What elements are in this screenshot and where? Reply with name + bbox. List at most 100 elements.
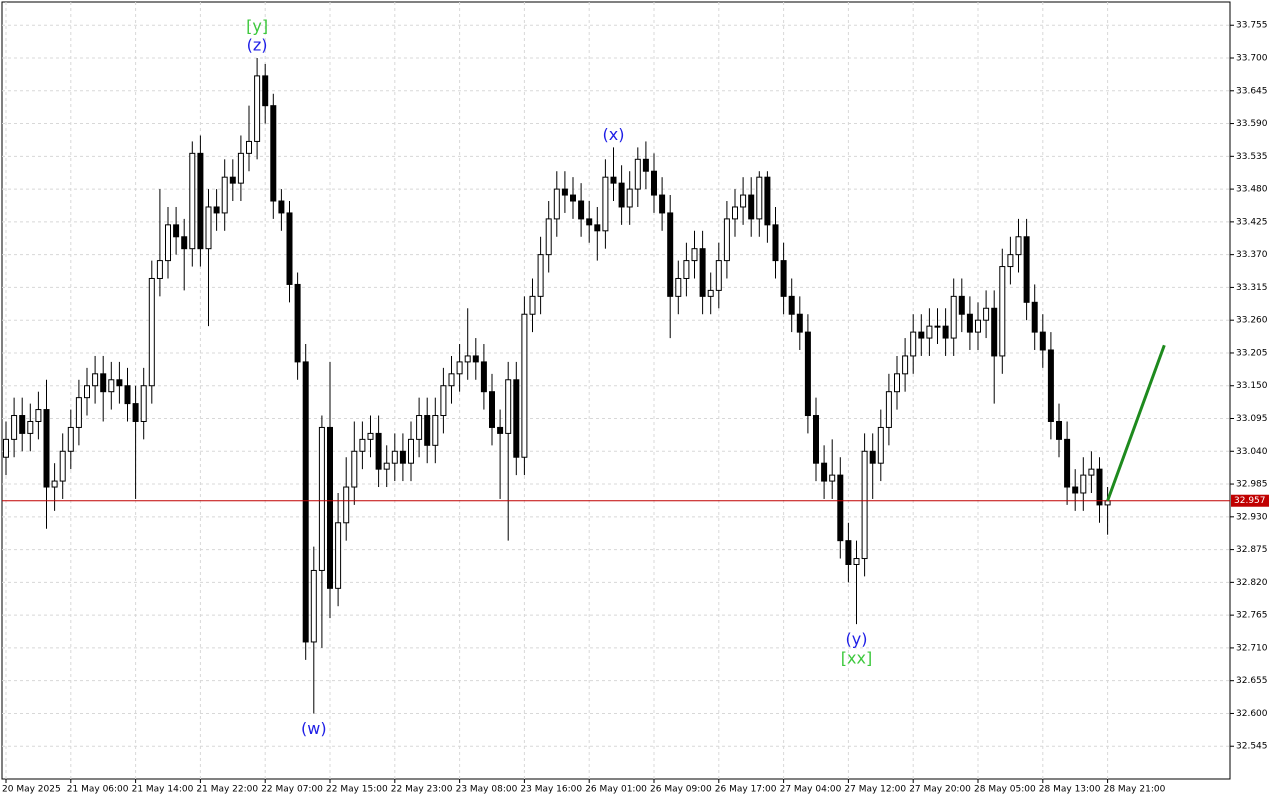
candle-body — [156, 260, 163, 279]
candle-body — [35, 409, 42, 422]
x-tick-label: 20 May 2025 — [2, 785, 61, 795]
y-tick-label: 32.600 — [1236, 709, 1268, 719]
candle-body — [1088, 468, 1095, 476]
candle-body — [27, 420, 34, 434]
x-tick-label: 27 May 04:00 — [780, 785, 842, 795]
candle-body — [205, 206, 212, 250]
candle-body — [934, 325, 941, 328]
y-tick-label: 33.700 — [1236, 54, 1268, 64]
x-tick-label: 21 May 06:00 — [67, 785, 129, 795]
candle-body — [902, 355, 909, 375]
x-tick-label: 28 May 21:00 — [1104, 785, 1166, 795]
y-tick-label: 33.095 — [1236, 414, 1268, 424]
candle-body — [659, 194, 666, 214]
candle-body — [237, 152, 244, 184]
candle-body — [270, 105, 277, 202]
candle-body — [788, 295, 795, 315]
candle-body — [505, 379, 512, 434]
candle-body — [1007, 254, 1014, 268]
candle-body — [837, 474, 844, 542]
projection-line — [1106, 344, 1166, 502]
candle-body — [780, 260, 787, 297]
candle-body — [440, 385, 447, 417]
candle-body — [456, 361, 463, 375]
candle-body — [11, 415, 18, 440]
candle-body — [732, 206, 738, 220]
candle-body — [910, 331, 917, 357]
candle-body — [578, 200, 585, 220]
candle-body — [1039, 331, 1046, 351]
candle-body — [723, 218, 730, 262]
candle-body — [966, 313, 973, 333]
candle-body — [189, 152, 196, 250]
candle-body — [699, 248, 706, 297]
candle-body — [513, 379, 520, 458]
candle-body — [108, 379, 115, 393]
candle-body — [464, 355, 471, 363]
x-tick-label: 21 May 22:00 — [196, 785, 258, 795]
candle-body — [383, 462, 390, 470]
y-tick-label: 33.590 — [1236, 119, 1268, 129]
candle-body — [618, 182, 625, 208]
candle-body — [610, 176, 617, 184]
wave-label: [xx] — [841, 649, 872, 668]
last-price-label: 32.957 — [1234, 496, 1266, 506]
candle-body — [942, 325, 949, 339]
candle-body — [845, 540, 852, 565]
candle-body — [553, 188, 560, 220]
candle-body — [570, 194, 576, 202]
wave-label: (z) — [247, 36, 268, 55]
candle-body — [707, 289, 714, 297]
x-tick-label: 22 May 07:00 — [261, 785, 323, 795]
y-tick-label: 32.930 — [1236, 512, 1268, 522]
candle-body — [975, 319, 981, 333]
candle-body — [772, 224, 779, 262]
candle-body — [51, 480, 58, 488]
candle-body — [327, 426, 333, 589]
candle-body — [586, 218, 593, 226]
candle-body — [132, 403, 139, 422]
candle-body — [740, 194, 747, 208]
candle-body — [100, 373, 107, 393]
candle-body — [537, 254, 544, 297]
candle-body — [1047, 349, 1054, 422]
y-tick-label: 32.545 — [1236, 742, 1268, 752]
wave-label: (w) — [301, 719, 327, 738]
y-tick-label: 33.480 — [1236, 185, 1268, 195]
candle-body — [813, 415, 819, 464]
candle-body — [432, 415, 439, 446]
candle-body — [804, 331, 811, 417]
x-tick-label: 23 May 08:00 — [456, 785, 518, 795]
candle-body — [375, 432, 382, 470]
candle-body — [683, 260, 690, 279]
candle-body — [75, 397, 82, 428]
candle-body — [1064, 438, 1071, 488]
wave-label: (x) — [603, 125, 625, 144]
candle-body — [367, 432, 374, 440]
candle-body — [642, 158, 649, 172]
candle-body — [926, 325, 933, 339]
candle-body — [950, 295, 957, 339]
candle-body — [667, 212, 674, 297]
y-tick-label: 33.040 — [1236, 447, 1268, 457]
candle-body — [651, 170, 657, 196]
candle-body — [999, 266, 1006, 357]
plot-frame — [1, 1, 1231, 780]
candle-body — [19, 415, 26, 434]
candle-body — [626, 188, 633, 208]
candle-body — [3, 438, 9, 458]
candle-body — [529, 295, 536, 315]
candle-body — [521, 313, 528, 458]
candle-body — [84, 385, 90, 399]
candle-body — [262, 75, 269, 107]
y-tick-label: 33.645 — [1236, 86, 1268, 96]
candle-body — [853, 558, 860, 565]
candle-body — [335, 522, 342, 589]
candle-body — [958, 295, 965, 315]
candle-body — [221, 176, 228, 214]
candle-body — [1072, 486, 1079, 494]
candle-body — [756, 176, 763, 220]
candle-body — [116, 379, 123, 387]
candle-body — [424, 415, 431, 446]
